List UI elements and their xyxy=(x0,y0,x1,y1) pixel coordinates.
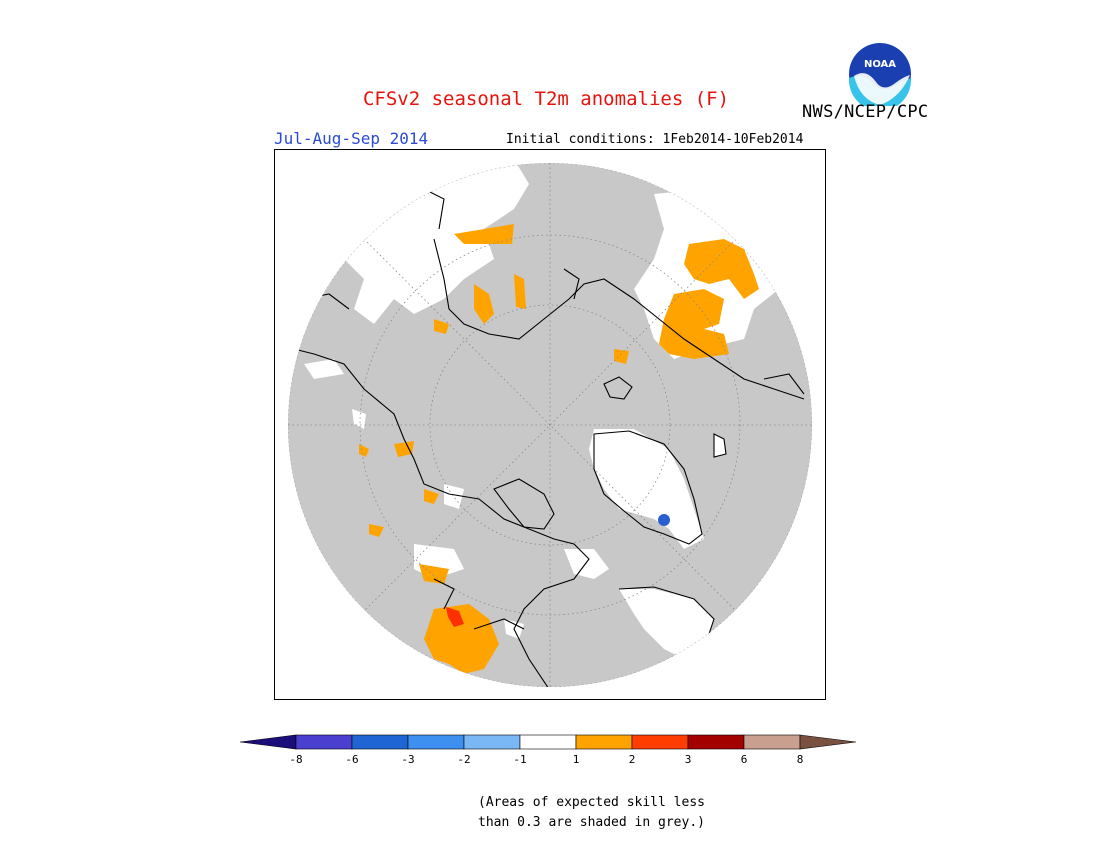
blue-anomaly-region xyxy=(658,514,670,526)
colorbar-cell xyxy=(575,734,633,750)
colorbar-arrow-right xyxy=(799,734,857,750)
colorbar-tick-label: 8 xyxy=(797,753,804,766)
agency-label: NWS/NCEP/CPC xyxy=(802,102,929,122)
colorbar-cell xyxy=(295,734,353,750)
red-anomaly-region xyxy=(446,607,464,627)
coastlines xyxy=(293,188,805,687)
colorbar-cell xyxy=(687,734,745,750)
orange-anomaly-regions xyxy=(359,224,759,687)
polar-map xyxy=(274,149,826,700)
colorbar-tick-label: 1 xyxy=(573,753,580,766)
colorbar-tick-label: -8 xyxy=(289,753,302,766)
skill-note-line-2: than 0.3 are shaded in grey.) xyxy=(478,815,705,830)
colorbar-arrow-left xyxy=(240,734,297,750)
colorbar-cell xyxy=(519,734,577,750)
colorbar-cell xyxy=(463,734,521,750)
colorbar: -8 -6 -3 -2 -1 1 2 3 6 8 xyxy=(240,734,857,766)
colorbar-cell xyxy=(407,734,465,750)
colorbar-tick-label: -2 xyxy=(457,753,470,766)
colorbar-tick-label: -6 xyxy=(345,753,358,766)
period-label: Jul-Aug-Sep 2014 xyxy=(274,129,429,148)
colorbar-tick-label: -3 xyxy=(401,753,414,766)
initial-conditions-label: Initial conditions: 1Feb2014-10Feb2014 xyxy=(506,132,804,147)
graticule xyxy=(288,163,812,687)
colorbar-tick-label: 3 xyxy=(685,753,692,766)
colorbar-tick-label: 2 xyxy=(629,753,636,766)
colorbar-cell xyxy=(351,734,409,750)
colorbar-cell xyxy=(631,734,689,750)
noaa-logo-text: NOAA xyxy=(864,59,896,70)
noaa-logo: NOAA xyxy=(849,43,911,106)
colorbar-tick-label: 6 xyxy=(741,753,748,766)
skill-note: (Areas of expected skill less than 0.3 a… xyxy=(478,793,705,833)
chart-title: CFSv2 seasonal T2m anomalies (F) xyxy=(362,88,730,110)
colorbar-tick-label: -1 xyxy=(513,753,526,766)
skill-note-line-1: (Areas of expected skill less xyxy=(478,795,705,810)
colorbar-cell xyxy=(743,734,801,750)
